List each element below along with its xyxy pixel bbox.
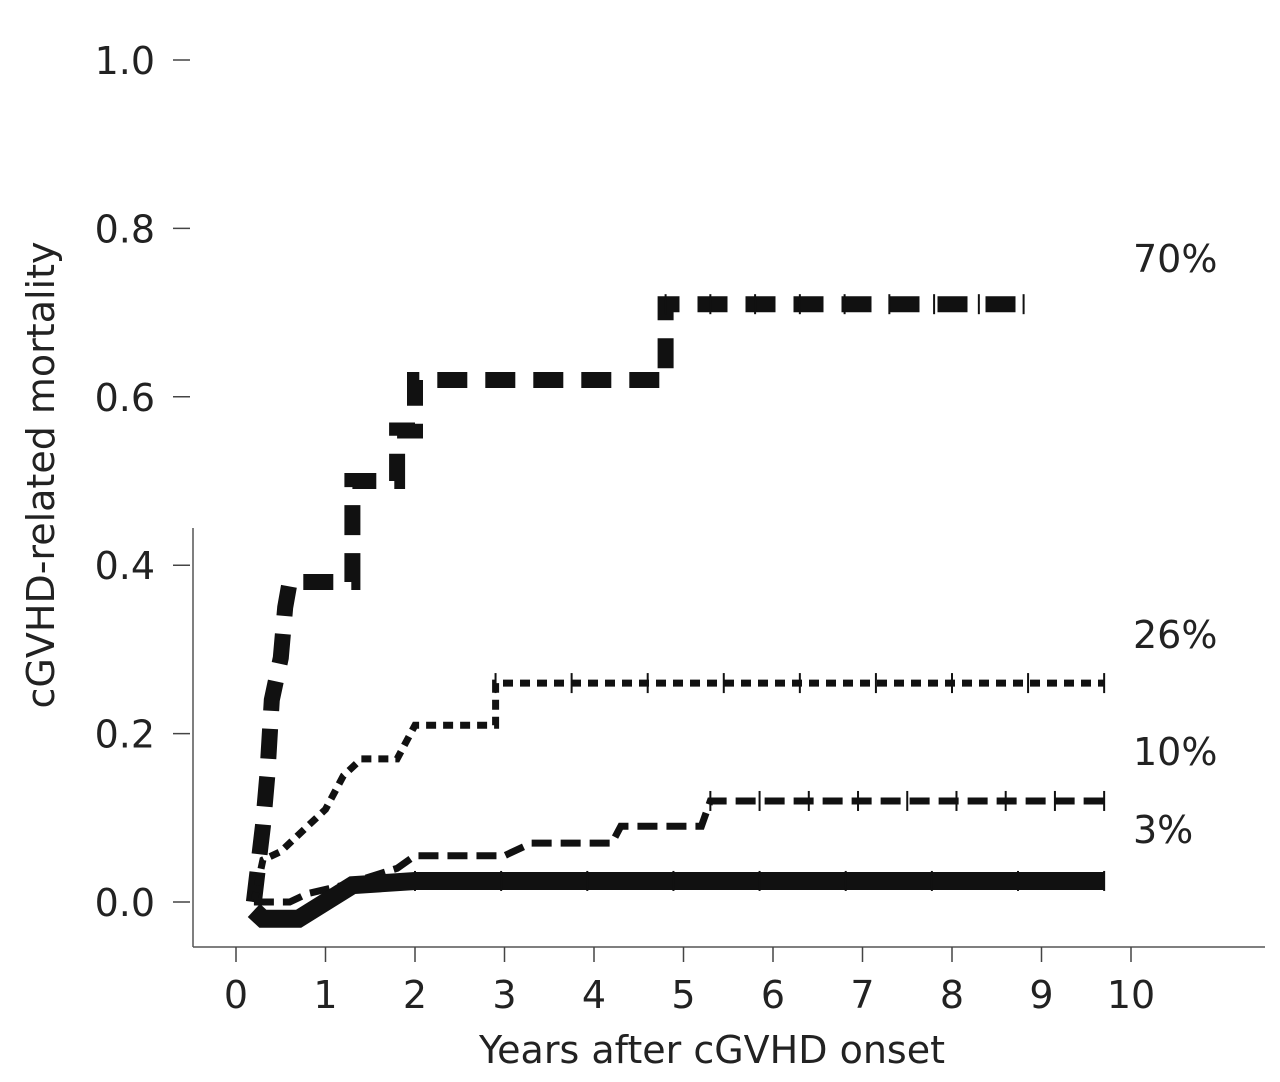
x-tick-label: 3 bbox=[492, 973, 516, 1017]
x-tick-label: 7 bbox=[850, 973, 874, 1017]
x-tick-label: 1 bbox=[313, 973, 337, 1017]
chart-marks: 70% 26% 10% 3% bbox=[245, 237, 1217, 928]
x-tick-label: 5 bbox=[671, 973, 695, 1017]
series-end-label: 26% bbox=[1133, 613, 1217, 657]
x-tick-label: 8 bbox=[940, 973, 964, 1017]
y-tick-label: 1.0 bbox=[95, 39, 155, 83]
series-line-4 bbox=[247, 872, 1105, 928]
series-end-label: 70% bbox=[1133, 237, 1217, 281]
series-end-label: 3% bbox=[1133, 808, 1193, 852]
y-tick-label: 0.8 bbox=[95, 207, 155, 251]
y-tick-label: 0.6 bbox=[95, 376, 155, 420]
x-tick-label: 4 bbox=[582, 973, 606, 1017]
series-end-label: 10% bbox=[1133, 730, 1217, 774]
x-tick-label: 0 bbox=[224, 973, 248, 1017]
y-axis-title: cGVHD-related mortality bbox=[19, 242, 63, 709]
x-tick-label: 6 bbox=[761, 973, 785, 1017]
y-tick-label: 0.0 bbox=[95, 881, 155, 925]
y-tick-label: 0.4 bbox=[95, 544, 155, 588]
series-line-2 bbox=[250, 679, 1105, 903]
x-tick-label: 10 bbox=[1107, 973, 1155, 1017]
x-tick-label: 2 bbox=[403, 973, 427, 1017]
x-axis-title: Years after cGVHD onset bbox=[478, 1028, 945, 1072]
y-tick-label: 0.2 bbox=[95, 713, 155, 757]
series-line-1 bbox=[245, 296, 1024, 903]
x-tick-label: 9 bbox=[1029, 973, 1053, 1017]
axes: 0.0 0.2 0.4 0.6 0.8 1.0 0 1 2 3 4 5 6 7 8 9 10 bbox=[95, 39, 1265, 1017]
series-line-3 bbox=[253, 797, 1105, 906]
